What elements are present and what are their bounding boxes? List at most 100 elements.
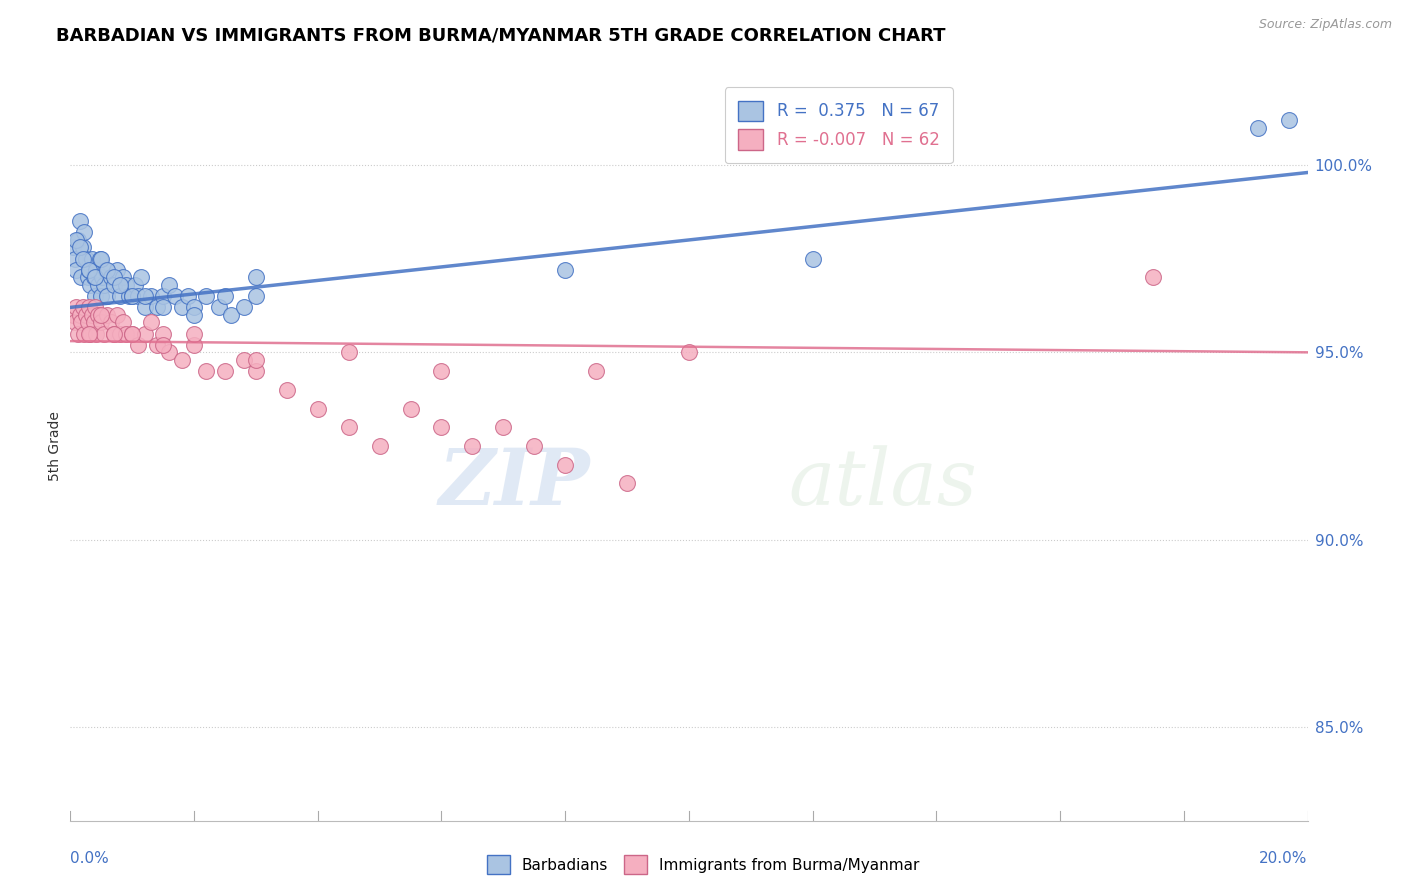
Point (801, 252, 824, 266)
Point (165, 289, 187, 303)
Point (134, 289, 156, 303)
Point (1247, 120, 1270, 135)
Point (65, 301, 87, 315)
Legend: R =  0.375   N = 67, R = -0.007   N = 62: R = 0.375 N = 67, R = -0.007 N = 62 (725, 87, 953, 163)
Point (121, 289, 143, 303)
Point (108, 326, 131, 341)
Point (108, 277, 131, 292)
Point (152, 326, 174, 341)
Point (111, 270, 134, 285)
Point (105, 308, 128, 322)
Point (554, 263, 576, 277)
Point (678, 345, 700, 359)
Point (87, 277, 110, 292)
Point (90, 308, 112, 322)
Legend: Barbadians, Immigrants from Burma/Myanmar: Barbadians, Immigrants from Burma/Myanma… (481, 849, 925, 880)
Point (554, 458, 576, 472)
Point (84, 289, 107, 303)
Point (195, 364, 218, 378)
Point (77, 263, 100, 277)
Text: 0.0%: 0.0% (70, 851, 110, 865)
Point (1142, 270, 1164, 285)
Point (337, 345, 360, 359)
Text: ZIP: ZIP (439, 445, 591, 522)
Point (157, 345, 180, 359)
Point (208, 301, 231, 315)
Point (103, 326, 125, 341)
Point (91, 270, 114, 285)
Point (69, 240, 91, 254)
Point (96, 263, 118, 277)
Point (65, 233, 87, 247)
Point (90, 315, 112, 329)
Point (245, 352, 267, 367)
Point (69, 214, 91, 228)
Point (219, 308, 242, 322)
Point (121, 326, 143, 341)
Point (72, 240, 94, 254)
Point (65, 252, 87, 266)
Point (93, 326, 115, 341)
Point (134, 326, 156, 341)
Point (121, 326, 143, 341)
Point (152, 289, 174, 303)
Point (103, 270, 125, 285)
Point (70, 315, 93, 329)
Point (65, 263, 87, 277)
Point (430, 420, 453, 434)
Point (103, 277, 125, 292)
Point (183, 338, 205, 352)
Text: atlas: atlas (787, 445, 977, 522)
Text: 20.0%: 20.0% (1260, 851, 1308, 865)
Point (195, 289, 218, 303)
Point (139, 289, 162, 303)
Point (80, 308, 103, 322)
Point (111, 315, 134, 329)
Point (96, 289, 118, 303)
Point (105, 263, 128, 277)
Point (245, 289, 267, 303)
Point (73, 226, 96, 240)
Point (77, 263, 100, 277)
Point (79, 326, 101, 341)
Point (80, 252, 103, 266)
Point (152, 338, 174, 352)
Point (170, 352, 193, 367)
Point (245, 270, 267, 285)
Point (146, 301, 169, 315)
Text: Source: ZipAtlas.com: Source: ZipAtlas.com (1258, 18, 1392, 31)
Point (232, 352, 254, 367)
Point (89, 252, 111, 266)
Point (96, 263, 118, 277)
Point (214, 289, 236, 303)
Point (307, 401, 329, 416)
Point (87, 308, 110, 322)
Point (62, 308, 84, 322)
Point (492, 420, 515, 434)
Point (152, 301, 174, 315)
Point (90, 289, 112, 303)
Point (65, 315, 87, 329)
Point (585, 364, 607, 378)
Point (134, 301, 156, 315)
Point (84, 301, 107, 315)
Point (72, 252, 94, 266)
Point (131, 270, 153, 285)
Point (245, 364, 267, 378)
Point (430, 364, 453, 378)
Point (157, 277, 180, 292)
Point (399, 401, 422, 416)
Point (100, 315, 122, 329)
Point (108, 289, 131, 303)
Point (69, 308, 91, 322)
Point (90, 252, 112, 266)
Point (93, 277, 115, 292)
Point (337, 420, 360, 434)
Point (70, 270, 93, 285)
Point (73, 326, 96, 341)
Point (183, 308, 205, 322)
Point (276, 383, 298, 397)
Point (523, 439, 546, 453)
Point (146, 338, 169, 352)
Text: BARBADIAN VS IMMIGRANTS FROM BURMA/MYANMAR 5TH GRADE CORRELATION CHART: BARBADIAN VS IMMIGRANTS FROM BURMA/MYANM… (56, 27, 946, 45)
